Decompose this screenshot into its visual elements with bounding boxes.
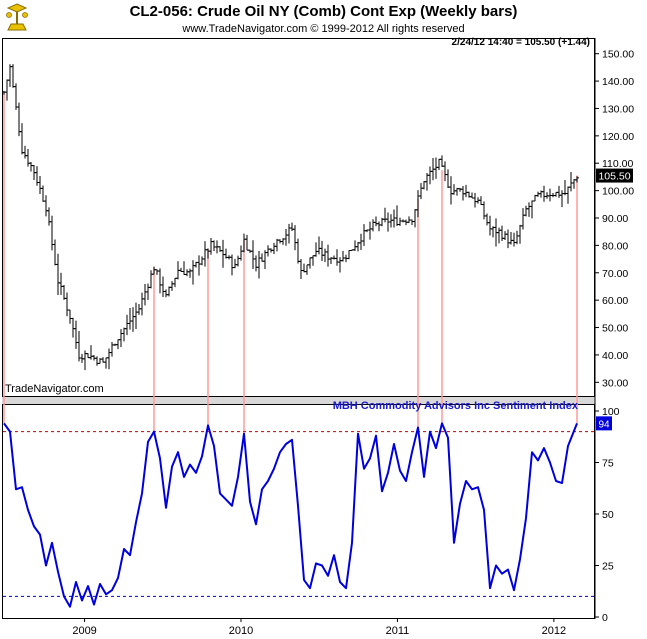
sentiment-tick-label: 25 [602, 561, 614, 573]
price-tick-label: 30.00 [602, 377, 628, 389]
x-tick-label: 2010 [229, 625, 253, 637]
price-tick-label: 80.00 [602, 240, 628, 252]
price-tick-label: 150.00 [602, 49, 634, 61]
sentiment-thresholds [3, 431, 595, 597]
price-tick-label: 70.00 [602, 268, 628, 280]
price-readout: 2/24/12 14:40 = 105.50 (+1.44) [452, 37, 590, 48]
price-tick-label: 60.00 [602, 295, 628, 307]
price-bar [575, 176, 579, 183]
price-tick-label: 120.00 [602, 131, 634, 143]
price-axis: 30.00 40.00 50.00 60.00 70.00 80.00 90.00 100.0… [595, 49, 634, 389]
chart-title: CL2-056: Crude Oil NY (Comb) Cont Exp (W… [129, 3, 518, 20]
price-tick-label: 130.00 [602, 103, 634, 115]
price-tick-label: 50.00 [602, 323, 628, 335]
sentiment-tick-label: 50 [602, 509, 614, 521]
watermark-text: TradeNavigator.com [5, 383, 104, 395]
last-sentiment-label: 94 [598, 419, 610, 430]
x-axis: 2009 2010 2011 2012 [72, 618, 566, 637]
sentiment-axis: 0 25 50 75 100 [595, 406, 620, 624]
price-tick-label: 90.00 [602, 213, 628, 225]
last-price-box-bg [596, 168, 633, 183]
price-tick-label: 100.00 [602, 186, 634, 198]
x-tick-label: 2011 [386, 625, 410, 637]
sentiment-index-title: MBH Commodity Advisors Inc Sentiment Ind… [333, 400, 579, 412]
sentiment-tick-label: 100 [602, 406, 620, 418]
trade-navigator-logo-icon [4, 2, 30, 32]
extreme-markers-layer [3, 92, 578, 434]
price-bars-layer [2, 64, 579, 371]
sentiment-tick-label: 75 [602, 458, 614, 470]
price-panel-frame [2, 38, 595, 397]
price-tick-label: 40.00 [602, 350, 628, 362]
copyright-text: www.TradeNavigator.com © 1999-2012 All r… [182, 23, 465, 35]
sentiment-line-layer [3, 422, 578, 608]
panel-separator [2, 397, 595, 404]
last-price-label: 105.50 [598, 171, 630, 183]
last-sentiment-box-bg [596, 416, 612, 431]
last-sentiment-box: 94 [596, 416, 612, 431]
price-tick-label: 140.00 [602, 76, 634, 88]
x-tick-label: 2012 [542, 625, 566, 637]
sentiment-series-line [3, 422, 578, 608]
price-tick-label: 110.00 [602, 158, 633, 170]
sentiment-tick-label: 0 [602, 612, 608, 624]
x-tick-label: 2009 [72, 625, 96, 637]
last-price-box: 105.50 [596, 168, 633, 183]
